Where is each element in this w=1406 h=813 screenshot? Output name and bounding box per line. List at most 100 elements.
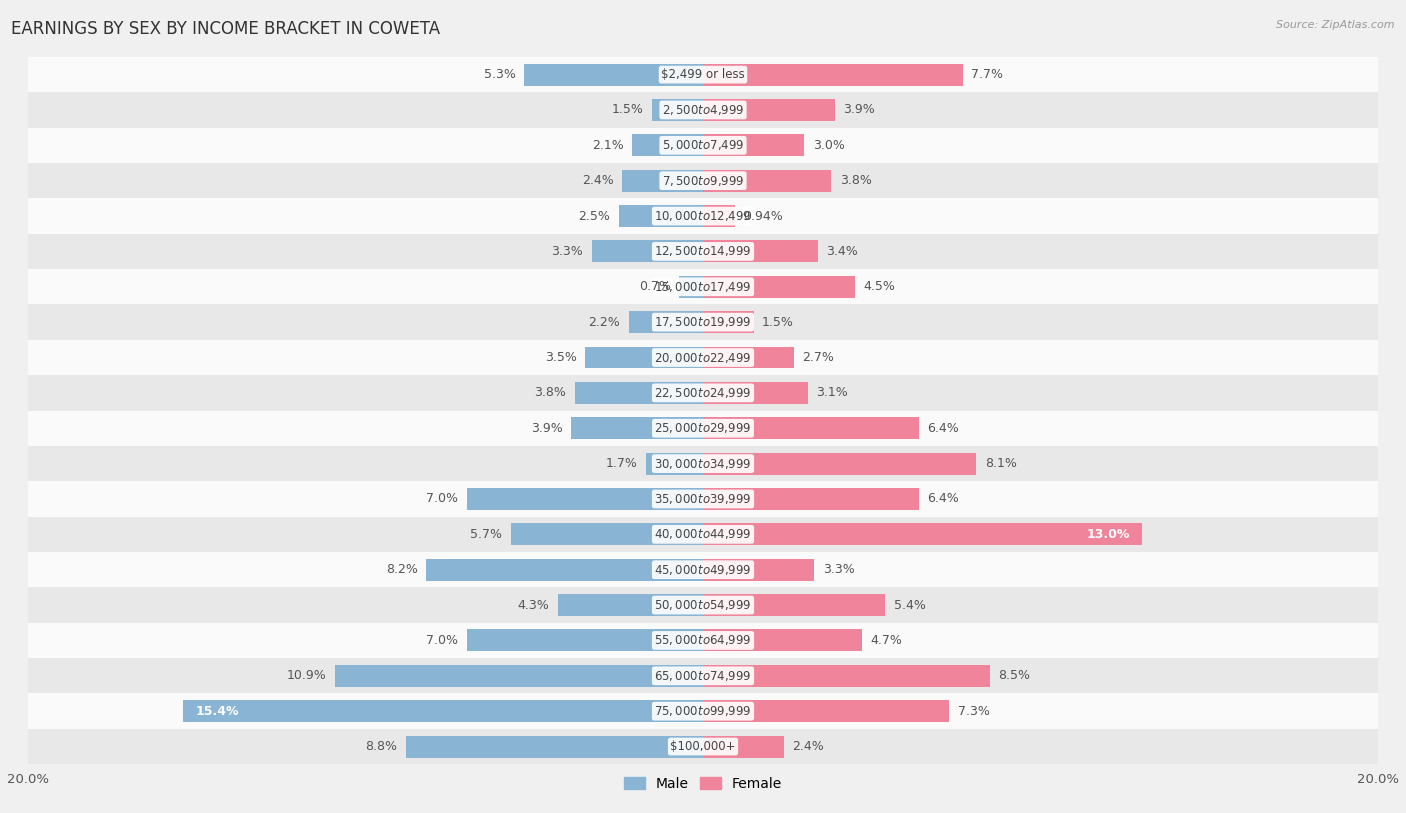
Bar: [703, 736, 785, 758]
Bar: [558, 594, 703, 616]
Text: 7.0%: 7.0%: [426, 493, 458, 506]
Text: 1.7%: 1.7%: [606, 457, 637, 470]
Text: EARNINGS BY SEX BY INCOME BRACKET IN COWETA: EARNINGS BY SEX BY INCOME BRACKET IN COW…: [11, 20, 440, 38]
Text: 3.8%: 3.8%: [534, 386, 567, 399]
Bar: [467, 488, 703, 510]
Text: 6.4%: 6.4%: [928, 493, 959, 506]
Text: 1.5%: 1.5%: [612, 103, 644, 116]
Bar: [28, 693, 1378, 729]
Text: 5.4%: 5.4%: [894, 598, 925, 611]
Text: 4.3%: 4.3%: [517, 598, 550, 611]
Bar: [426, 559, 703, 580]
Bar: [524, 63, 703, 85]
Bar: [28, 587, 1378, 623]
Text: Source: ZipAtlas.com: Source: ZipAtlas.com: [1277, 20, 1395, 30]
Text: 2.7%: 2.7%: [803, 351, 834, 364]
Bar: [652, 99, 703, 121]
Text: 8.1%: 8.1%: [984, 457, 1017, 470]
Bar: [703, 205, 735, 227]
Text: 0.94%: 0.94%: [744, 210, 783, 223]
Bar: [628, 311, 703, 333]
Bar: [28, 517, 1378, 552]
Bar: [703, 276, 855, 298]
Bar: [703, 170, 831, 192]
Text: $55,000 to $64,999: $55,000 to $64,999: [654, 633, 752, 647]
Text: 6.4%: 6.4%: [928, 422, 959, 435]
Text: 3.8%: 3.8%: [839, 174, 872, 187]
Text: $12,500 to $14,999: $12,500 to $14,999: [654, 245, 752, 259]
Text: 13.0%: 13.0%: [1087, 528, 1130, 541]
Text: 3.3%: 3.3%: [551, 245, 583, 258]
Text: $15,000 to $17,499: $15,000 to $17,499: [654, 280, 752, 293]
Bar: [28, 57, 1378, 92]
Bar: [703, 629, 862, 651]
Bar: [703, 524, 1142, 546]
Text: $45,000 to $49,999: $45,000 to $49,999: [654, 563, 752, 576]
Text: $100,000+: $100,000+: [671, 740, 735, 753]
Bar: [28, 659, 1378, 693]
Text: $17,500 to $19,999: $17,500 to $19,999: [654, 315, 752, 329]
Bar: [645, 453, 703, 475]
Bar: [28, 481, 1378, 517]
Text: 1.5%: 1.5%: [762, 315, 794, 328]
Text: 3.5%: 3.5%: [544, 351, 576, 364]
Bar: [592, 241, 703, 263]
Bar: [28, 623, 1378, 658]
Text: $75,000 to $99,999: $75,000 to $99,999: [654, 704, 752, 718]
Text: 3.9%: 3.9%: [531, 422, 562, 435]
Text: $2,500 to $4,999: $2,500 to $4,999: [662, 103, 744, 117]
Bar: [28, 304, 1378, 340]
Bar: [703, 700, 949, 722]
Text: 7.7%: 7.7%: [972, 68, 1004, 81]
Bar: [703, 63, 963, 85]
Bar: [28, 411, 1378, 446]
Bar: [619, 205, 703, 227]
Bar: [467, 629, 703, 651]
Text: 10.9%: 10.9%: [287, 669, 326, 682]
Text: $5,000 to $7,499: $5,000 to $7,499: [662, 138, 744, 152]
Text: $25,000 to $29,999: $25,000 to $29,999: [654, 421, 752, 435]
Text: $40,000 to $44,999: $40,000 to $44,999: [654, 528, 752, 541]
Bar: [28, 163, 1378, 198]
Bar: [703, 99, 835, 121]
Bar: [679, 276, 703, 298]
Text: 4.7%: 4.7%: [870, 634, 901, 647]
Bar: [28, 198, 1378, 233]
Text: 3.3%: 3.3%: [823, 563, 855, 576]
Bar: [183, 700, 703, 722]
Bar: [28, 269, 1378, 304]
Bar: [406, 736, 703, 758]
Bar: [575, 382, 703, 404]
Bar: [703, 311, 754, 333]
Text: 3.9%: 3.9%: [844, 103, 875, 116]
Text: 7.3%: 7.3%: [957, 705, 990, 718]
Bar: [335, 665, 703, 687]
Text: 3.4%: 3.4%: [827, 245, 858, 258]
Text: 8.5%: 8.5%: [998, 669, 1031, 682]
Bar: [703, 382, 807, 404]
Text: 0.7%: 0.7%: [638, 280, 671, 293]
Text: 8.2%: 8.2%: [387, 563, 418, 576]
Text: $10,000 to $12,499: $10,000 to $12,499: [654, 209, 752, 223]
Bar: [28, 446, 1378, 481]
Bar: [703, 346, 794, 368]
Bar: [585, 346, 703, 368]
Text: $7,500 to $9,999: $7,500 to $9,999: [662, 174, 744, 188]
Bar: [633, 134, 703, 156]
Bar: [28, 375, 1378, 411]
Bar: [703, 417, 920, 439]
Bar: [510, 524, 703, 546]
Text: $22,500 to $24,999: $22,500 to $24,999: [654, 386, 752, 400]
Bar: [703, 559, 814, 580]
Bar: [28, 92, 1378, 128]
Text: 2.2%: 2.2%: [589, 315, 620, 328]
Text: 4.5%: 4.5%: [863, 280, 896, 293]
Bar: [703, 488, 920, 510]
Bar: [703, 594, 886, 616]
Text: 5.7%: 5.7%: [470, 528, 502, 541]
Text: 2.4%: 2.4%: [793, 740, 824, 753]
Legend: Male, Female: Male, Female: [619, 771, 787, 796]
Text: 15.4%: 15.4%: [195, 705, 239, 718]
Text: $2,499 or less: $2,499 or less: [661, 68, 745, 81]
Bar: [28, 729, 1378, 764]
